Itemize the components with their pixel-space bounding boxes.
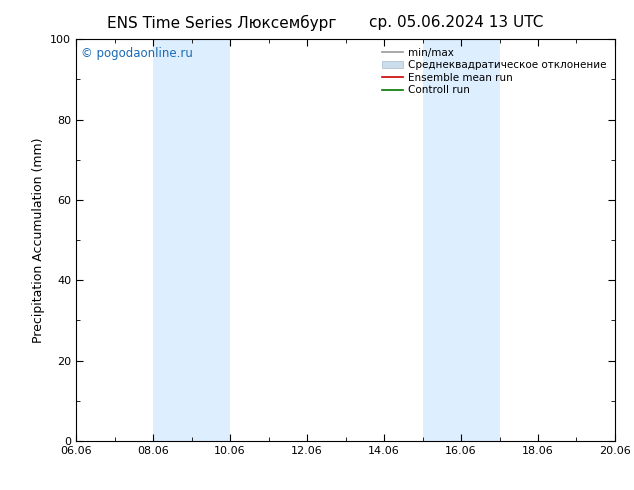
Legend: min/max, Среднеквадратическое отклонение, Ensemble mean run, Controll run: min/max, Среднеквадратическое отклонение… (379, 45, 610, 98)
Text: © pogodaonline.ru: © pogodaonline.ru (81, 47, 193, 60)
Text: ср. 05.06.2024 13 UTC: ср. 05.06.2024 13 UTC (369, 15, 544, 30)
Y-axis label: Precipitation Accumulation (mm): Precipitation Accumulation (mm) (32, 137, 44, 343)
Bar (422, 39, 500, 441)
Bar (153, 39, 230, 441)
Text: ENS Time Series Люксембург: ENS Time Series Люксембург (107, 15, 337, 31)
